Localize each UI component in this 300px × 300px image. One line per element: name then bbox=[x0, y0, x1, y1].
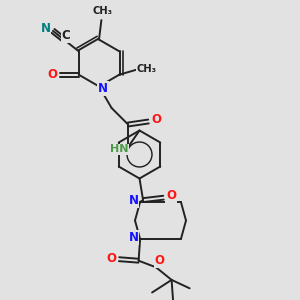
Text: O: O bbox=[151, 113, 161, 126]
Text: N: N bbox=[128, 231, 139, 244]
Text: CH₃: CH₃ bbox=[93, 6, 113, 16]
Text: O: O bbox=[166, 189, 176, 203]
Text: C: C bbox=[61, 29, 70, 42]
Text: HN: HN bbox=[110, 144, 128, 154]
Text: O: O bbox=[106, 251, 117, 265]
Text: O: O bbox=[48, 68, 58, 81]
Text: N: N bbox=[128, 194, 139, 207]
Text: N: N bbox=[40, 22, 50, 35]
Text: CH₃: CH₃ bbox=[137, 64, 157, 74]
Text: N: N bbox=[98, 82, 108, 95]
Text: O: O bbox=[154, 254, 165, 267]
